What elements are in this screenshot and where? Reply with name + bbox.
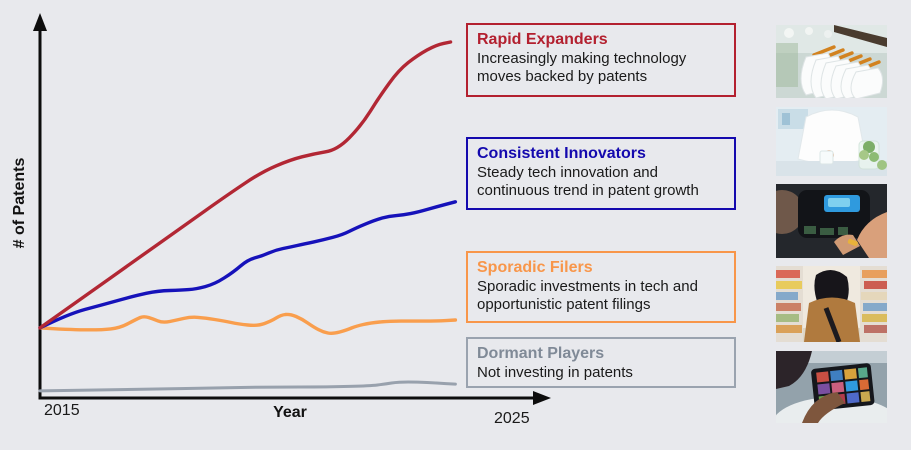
device-repair-photo bbox=[776, 184, 887, 258]
x-axis bbox=[38, 391, 551, 405]
series-line-sporadic-filers bbox=[38, 312, 458, 335]
annotation-box-consistent-innovators: Consistent Innovators Steady tech innova… bbox=[466, 137, 736, 210]
annotation-title: Rapid Expanders bbox=[477, 31, 608, 48]
annotation-box-dormant-players: Dormant Players Not investing in patents bbox=[466, 337, 736, 388]
y-axis-label: # of Patents bbox=[11, 157, 28, 249]
annotation-description: Increasingly making technology moves bac… bbox=[477, 50, 687, 86]
lab-researcher-photo bbox=[776, 107, 887, 176]
annotation-title: Consistent Innovators bbox=[477, 145, 646, 162]
series-line-consistent-innovators bbox=[38, 200, 458, 330]
annotation-box-rapid-expanders: Rapid Expanders Increasingly making tech… bbox=[466, 23, 736, 97]
annotation-description: Not investing in patents bbox=[477, 364, 633, 381]
x-tick-2015: 2015 bbox=[44, 402, 80, 419]
clothing-store-shirts-photo bbox=[776, 25, 887, 98]
series-line-dormant-players bbox=[38, 380, 457, 393]
x-tick-2025: 2025 bbox=[494, 410, 530, 427]
y-axis-arrow-icon bbox=[33, 13, 47, 31]
annotation-description: Steady tech innovation and continuous tr… bbox=[477, 164, 699, 200]
grocery-aisle-shopper-photo bbox=[776, 266, 887, 342]
annotation-box-sporadic-filers: Sporadic Filers Sporadic investments in … bbox=[466, 251, 736, 323]
annotation-title: Dormant Players bbox=[477, 345, 605, 362]
annotation-title: Sporadic Filers bbox=[477, 259, 593, 276]
x-axis-label: Year bbox=[273, 404, 307, 421]
y-axis bbox=[33, 13, 47, 400]
x-axis-arrow-icon bbox=[533, 391, 551, 405]
tablet-streaming-photo bbox=[776, 351, 887, 423]
annotation-description: Sporadic investments in tech and opportu… bbox=[477, 278, 698, 314]
series-line-rapid-expanders bbox=[38, 40, 453, 330]
